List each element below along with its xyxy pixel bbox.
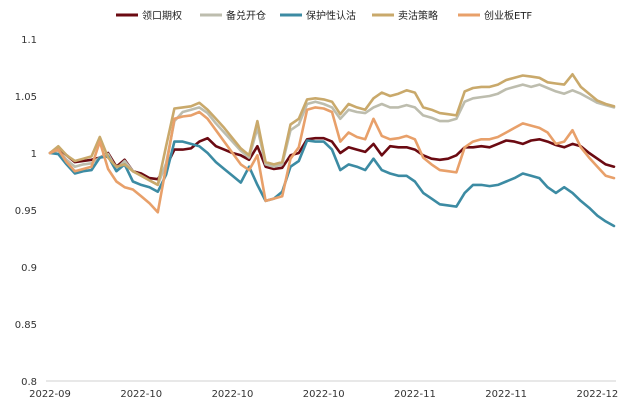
legend-label: 保护性认沽 — [306, 9, 356, 22]
y-tick-label: 0.85 — [15, 320, 37, 331]
y-tick-label: 1.05 — [15, 92, 37, 103]
legend-label: 卖沽策略 — [398, 9, 438, 22]
y-axis: 1.1 1.05 1 0.95 0.9 0.85 0.8 — [15, 35, 37, 388]
x-tick-label: 2022-10 — [120, 389, 162, 400]
x-tick-label: 2022-12 — [577, 389, 619, 400]
x-axis: 2022-09 2022-10 2022-10 2022-10 2022-11 2022-… — [29, 380, 619, 400]
x-tick-label: 2022-11 — [394, 389, 436, 400]
legend-label: 备兑开仓 — [226, 9, 266, 22]
legend-label: 领口期权 — [142, 9, 182, 22]
series-line-2 — [48, 139, 616, 228]
series-line-3 — [48, 73, 616, 187]
y-tick-label: 1 — [31, 149, 37, 160]
y-tick-label: 0.9 — [21, 263, 37, 274]
legend: 领口期权 备兑开仓 保护性认沽 卖沽策略 创业板ETF — [116, 9, 532, 22]
x-tick-label: 2022-10 — [303, 389, 345, 400]
series-line-4 — [48, 106, 616, 214]
x-tick-label: 2022-09 — [29, 389, 71, 400]
series-line-1 — [48, 83, 616, 187]
y-tick-label: 0.95 — [15, 206, 37, 217]
x-tick-label: 2022-11 — [485, 389, 527, 400]
series-group — [48, 73, 616, 228]
y-tick-label: 0.8 — [21, 377, 37, 388]
series-line-0 — [48, 136, 616, 181]
legend-label: 创业板ETF — [484, 9, 532, 22]
x-tick-label: 2022-10 — [212, 389, 254, 400]
y-tick-label: 1.1 — [21, 35, 37, 46]
